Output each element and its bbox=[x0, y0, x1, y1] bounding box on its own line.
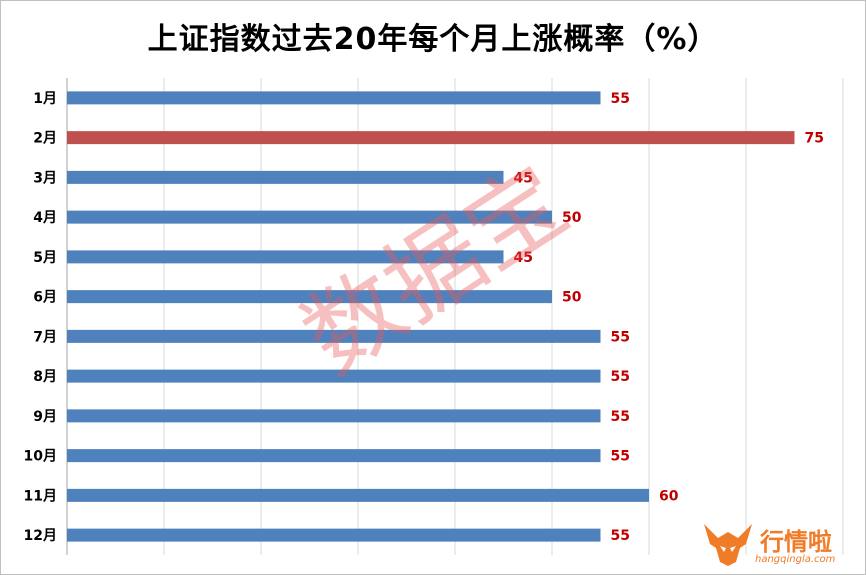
bar bbox=[67, 528, 601, 542]
bar bbox=[67, 250, 504, 264]
bar bbox=[67, 329, 601, 343]
bar bbox=[67, 170, 504, 184]
category-label: 2月 bbox=[33, 131, 57, 147]
category-label: 7月 bbox=[33, 329, 57, 345]
category-label: 8月 bbox=[33, 369, 57, 385]
category-label: 9月 bbox=[33, 409, 57, 425]
value-label: 45 bbox=[514, 250, 533, 266]
category-label: 6月 bbox=[33, 290, 57, 306]
bar bbox=[67, 488, 649, 502]
category-label: 1月 bbox=[33, 91, 57, 107]
category-label: 3月 bbox=[33, 170, 57, 186]
value-label: 50 bbox=[562, 210, 582, 226]
value-label: 55 bbox=[611, 369, 630, 385]
value-label: 55 bbox=[611, 329, 630, 345]
logo-url: hangqingla.com bbox=[755, 554, 836, 565]
bar bbox=[67, 91, 601, 105]
chart-title: 上证指数过去20年每个月上涨概率（%） bbox=[147, 22, 719, 57]
value-label: 55 bbox=[611, 91, 630, 107]
value-label: 50 bbox=[562, 290, 582, 306]
category-label: 12月 bbox=[24, 528, 57, 544]
bar bbox=[67, 369, 601, 383]
category-label: 5月 bbox=[33, 250, 57, 266]
labels: 1月 55 2月 75 3月 45 4月 50 5月 45 6月 50 7月 55 8月 55 9月 55 10月 5… bbox=[24, 91, 824, 544]
value-label: 55 bbox=[611, 449, 630, 465]
bar bbox=[67, 409, 601, 423]
bar bbox=[67, 449, 601, 463]
bars bbox=[67, 91, 795, 542]
category-label: 11月 bbox=[24, 488, 57, 504]
bar bbox=[67, 131, 795, 145]
bar bbox=[67, 290, 552, 304]
logo: 行情啦 hangqingla.com bbox=[700, 518, 860, 570]
bull-head-icon bbox=[704, 524, 752, 566]
value-label: 55 bbox=[611, 409, 630, 425]
value-label: 55 bbox=[611, 528, 630, 544]
bar bbox=[67, 210, 552, 224]
value-label: 75 bbox=[805, 131, 824, 147]
value-label: 60 bbox=[659, 488, 679, 504]
value-label: 45 bbox=[514, 170, 533, 186]
gridlines bbox=[66, 78, 844, 555]
category-label: 4月 bbox=[33, 210, 57, 226]
logo-name: 行情啦 bbox=[760, 528, 832, 556]
category-label: 10月 bbox=[24, 449, 57, 465]
